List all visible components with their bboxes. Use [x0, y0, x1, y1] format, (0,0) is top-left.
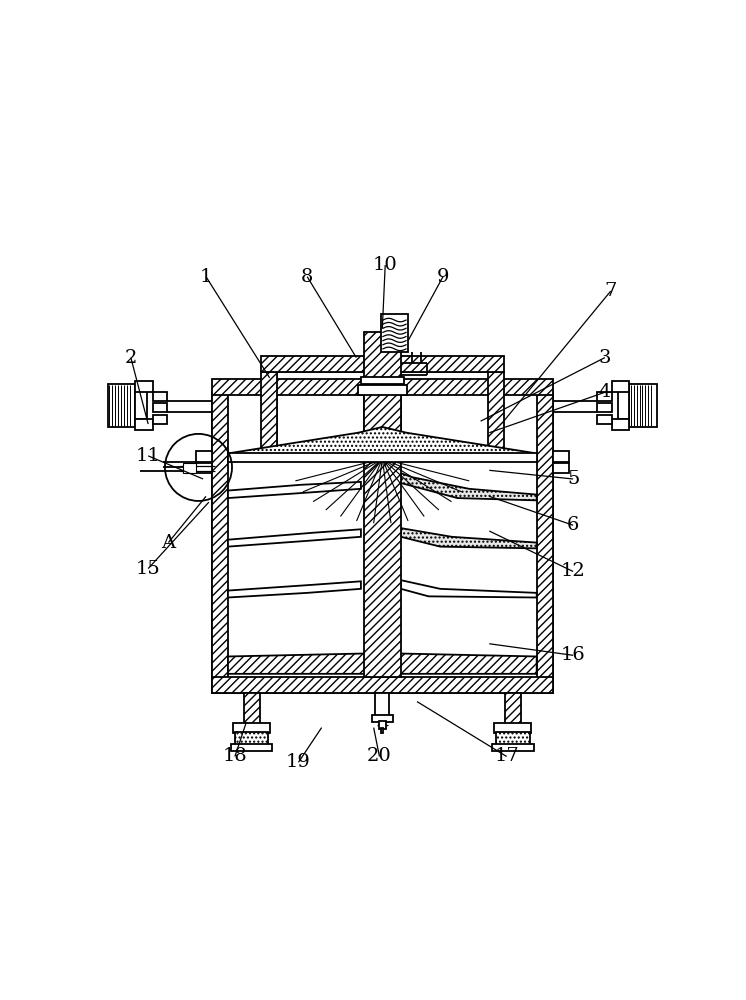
Bar — [618, 391, 629, 419]
Bar — [107, 384, 136, 427]
Bar — [612, 419, 629, 430]
Bar — [231, 744, 272, 751]
Polygon shape — [228, 581, 361, 598]
Text: 9: 9 — [436, 268, 449, 286]
Bar — [492, 744, 534, 751]
Polygon shape — [228, 482, 361, 498]
Polygon shape — [401, 528, 536, 548]
Bar — [381, 728, 383, 733]
Bar — [212, 677, 553, 693]
Bar — [195, 463, 212, 473]
Bar — [379, 721, 386, 729]
Bar — [536, 392, 553, 693]
Polygon shape — [231, 427, 534, 456]
Bar — [496, 732, 530, 745]
Bar — [358, 385, 407, 395]
Bar — [364, 392, 401, 677]
Text: 4: 4 — [599, 383, 611, 401]
Bar — [598, 392, 612, 401]
Bar — [375, 693, 389, 719]
Bar — [553, 463, 569, 473]
Text: 12: 12 — [561, 562, 586, 580]
Bar — [364, 332, 401, 453]
Text: 1: 1 — [200, 268, 212, 286]
Bar — [612, 381, 629, 392]
Bar — [136, 381, 153, 392]
Bar — [553, 451, 569, 462]
Bar — [153, 403, 167, 412]
Text: 16: 16 — [561, 646, 586, 664]
Bar — [495, 723, 531, 733]
Bar — [228, 453, 536, 462]
Bar — [243, 693, 260, 725]
Text: 11: 11 — [136, 447, 160, 465]
Bar — [598, 415, 612, 424]
Bar — [261, 372, 277, 450]
Bar — [153, 415, 167, 424]
Text: 5: 5 — [567, 470, 580, 488]
Bar — [261, 356, 504, 372]
Bar — [195, 451, 212, 462]
Bar — [136, 391, 147, 419]
Polygon shape — [228, 654, 536, 674]
Bar — [505, 693, 521, 725]
Text: A: A — [161, 534, 175, 552]
Bar — [629, 384, 657, 427]
Bar — [212, 392, 553, 693]
Bar — [598, 403, 612, 412]
Bar — [212, 392, 228, 693]
Text: 15: 15 — [136, 560, 160, 578]
Polygon shape — [401, 580, 536, 598]
Bar — [233, 723, 270, 733]
Text: 2: 2 — [125, 349, 137, 367]
Text: 8: 8 — [301, 268, 313, 286]
Bar — [488, 372, 504, 450]
Bar — [277, 372, 488, 450]
Text: 17: 17 — [495, 747, 519, 765]
Text: 6: 6 — [567, 516, 580, 534]
Bar — [136, 419, 153, 430]
Bar — [153, 392, 167, 401]
Text: 19: 19 — [286, 753, 311, 771]
Bar — [361, 377, 404, 384]
Bar — [212, 379, 553, 395]
Text: 10: 10 — [373, 256, 398, 274]
Bar — [380, 314, 408, 352]
Bar — [372, 715, 392, 722]
Text: 3: 3 — [598, 349, 611, 367]
Polygon shape — [401, 473, 536, 500]
Text: 18: 18 — [222, 747, 247, 765]
Bar — [183, 463, 195, 473]
Bar — [235, 732, 269, 745]
Text: 7: 7 — [604, 282, 617, 300]
Text: 20: 20 — [367, 747, 392, 765]
Polygon shape — [228, 529, 361, 547]
